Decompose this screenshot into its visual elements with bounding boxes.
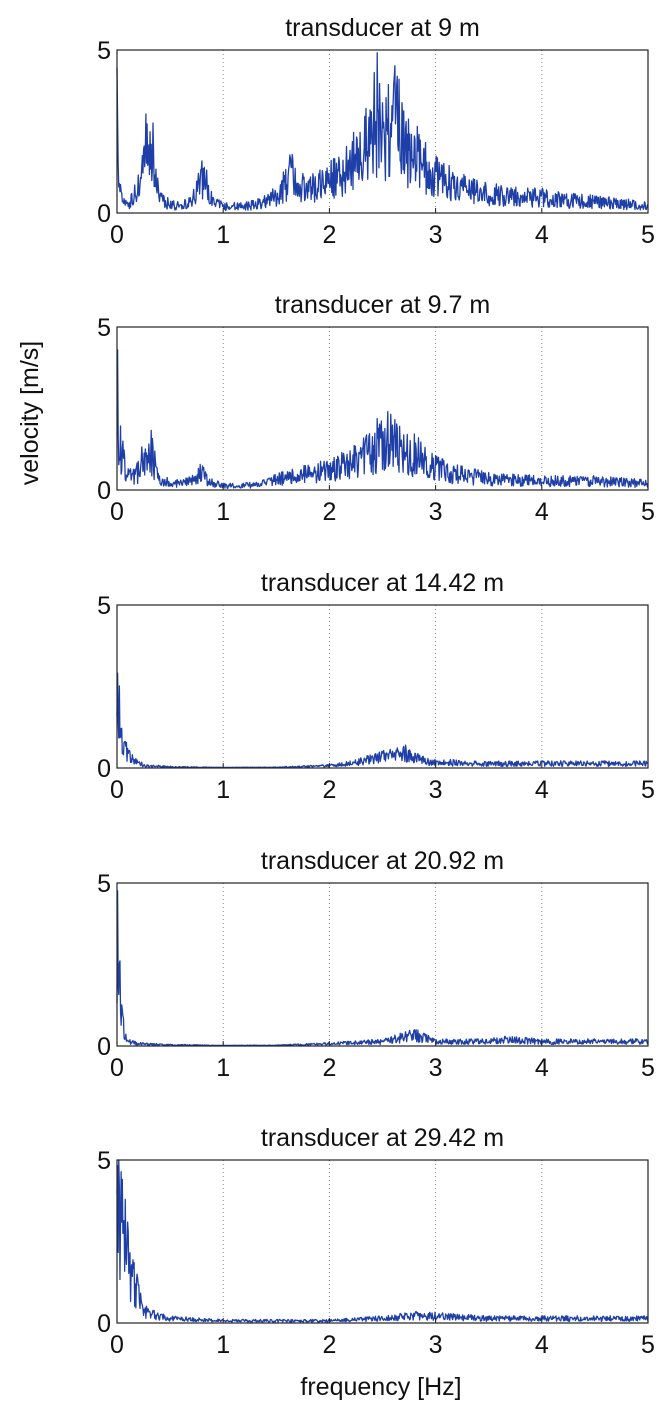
x-tick-label: 2 — [322, 221, 336, 249]
x-tick-label: 5 — [641, 776, 655, 804]
x-tick-label: 2 — [322, 776, 336, 804]
x-tick-label: 2 — [322, 1054, 336, 1082]
subplot-title: transducer at 9 m — [285, 14, 480, 42]
x-tick-label: 3 — [429, 221, 443, 249]
x-tick-label: 0 — [110, 1054, 124, 1082]
x-tick-label: 0 — [110, 498, 124, 526]
plot-area — [117, 1160, 648, 1323]
x-tick-label: 5 — [641, 498, 655, 526]
subplot-2: transducer at 9.7 m 0 1 2 3 4 5 0 5 — [97, 291, 655, 526]
x-tick-label: 5 — [641, 1054, 655, 1082]
x-tick-label: 4 — [535, 498, 549, 526]
x-tick-label: 0 — [110, 221, 124, 249]
subplot-title: transducer at 14.42 m — [261, 569, 504, 597]
x-tick-label: 0 — [110, 776, 124, 804]
x-tick-label: 1 — [216, 776, 230, 804]
subplot-4: transducer at 20.92 m 0 1 2 3 4 5 0 5 — [97, 847, 655, 1082]
x-tick-label: 1 — [216, 498, 230, 526]
y-tick-label: 5 — [97, 37, 111, 65]
y-tick-label: 0 — [97, 477, 111, 505]
subplot-3: transducer at 14.42 m 0 1 2 3 4 5 0 5 — [97, 569, 655, 804]
y-axis-label: velocity [m/s] — [16, 341, 44, 485]
y-tick-label: 5 — [97, 870, 111, 898]
y-tick-label: 5 — [97, 592, 111, 620]
y-tick-label: 0 — [97, 1310, 111, 1338]
x-tick-label: 5 — [641, 1331, 655, 1359]
x-tick-label: 3 — [429, 1054, 443, 1082]
subplot-1: transducer at 9 m 0 1 2 3 4 5 0 5 — [97, 14, 655, 249]
plot-area — [117, 605, 648, 768]
x-tick-label: 5 — [641, 221, 655, 249]
subplot-title: transducer at 20.92 m — [261, 847, 504, 875]
x-tick-label: 1 — [216, 221, 230, 249]
y-tick-label: 0 — [97, 755, 111, 783]
x-tick-label: 4 — [535, 221, 549, 249]
x-tick-label: 4 — [535, 1331, 549, 1359]
x-tick-label: 4 — [535, 776, 549, 804]
y-tick-label: 0 — [97, 1033, 111, 1061]
x-tick-label: 1 — [216, 1054, 230, 1082]
x-tick-label: 2 — [322, 498, 336, 526]
plot-area — [117, 883, 648, 1046]
x-tick-label: 4 — [535, 1054, 549, 1082]
x-tick-label: 0 — [110, 1331, 124, 1359]
x-tick-label: 3 — [429, 1331, 443, 1359]
x-tick-label: 3 — [429, 498, 443, 526]
x-tick-label: 2 — [322, 1331, 336, 1359]
x-axis-label: frequency [Hz] — [300, 1373, 461, 1401]
y-tick-label: 0 — [97, 200, 111, 228]
x-tick-label: 3 — [429, 776, 443, 804]
subplot-title: transducer at 9.7 m — [275, 291, 490, 319]
x-tick-label: 1 — [216, 1331, 230, 1359]
subplot-title: transducer at 29.42 m — [261, 1124, 504, 1152]
y-tick-label: 5 — [97, 1147, 111, 1175]
subplot-5: transducer at 29.42 m 0 1 2 3 4 5 0 5 — [97, 1124, 655, 1359]
y-tick-label: 5 — [97, 314, 111, 342]
